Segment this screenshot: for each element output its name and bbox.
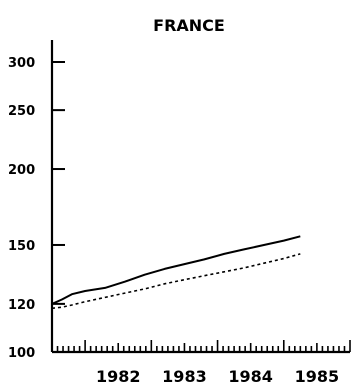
x-tick-label: 1985 xyxy=(295,367,340,386)
chart-title: FRANCE xyxy=(153,16,225,35)
x-axis-ticks: 1982 1983 1984 1985 xyxy=(51,340,351,386)
series-line-1 xyxy=(51,235,301,305)
x-tick-label: 1984 xyxy=(228,367,273,386)
y-axis-ticks: 100 120 150 200 250 300 xyxy=(8,56,65,361)
axes xyxy=(50,40,350,354)
y-tick-label: 150 xyxy=(8,239,35,254)
series-lines xyxy=(51,235,301,310)
series-line-2 xyxy=(51,253,301,310)
y-tick-label: 200 xyxy=(8,163,35,178)
y-tick-label: 250 xyxy=(8,104,35,119)
y-tick-label: 100 xyxy=(8,346,35,361)
y-tick-label: 300 xyxy=(8,56,35,71)
y-tick-label: 120 xyxy=(8,298,35,313)
x-tick-label: 1982 xyxy=(96,367,141,386)
x-tick-label: 1983 xyxy=(162,367,207,386)
